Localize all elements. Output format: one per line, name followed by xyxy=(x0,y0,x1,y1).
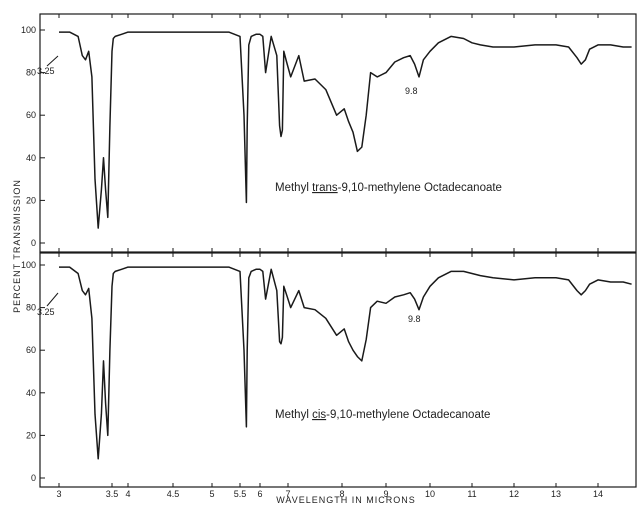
y-tick-label: 40 xyxy=(26,153,36,163)
x-tick-label: 9 xyxy=(383,489,388,499)
x-tick-label: 4 xyxy=(125,489,130,499)
y-tick-label: 60 xyxy=(26,110,36,120)
y-tick-label: 60 xyxy=(26,345,36,355)
x-tick-label: 7 xyxy=(285,489,290,499)
x-tick-label: 11 xyxy=(467,489,476,499)
x-tick-label: 12 xyxy=(509,489,519,499)
spectrum-line xyxy=(59,31,632,229)
peak-annotation: 3.25 xyxy=(37,66,55,76)
x-tick-label: 3.5 xyxy=(106,489,119,499)
x-tick-label: 6 xyxy=(257,489,262,499)
plot-frame xyxy=(39,252,637,488)
spectrum-line xyxy=(59,266,632,460)
cis-spectrum-panel: 0 20 40 60 80 100 3.25 9.8 Methyl cis-9,10-methy… xyxy=(21,252,637,488)
y-tick-label: 0 xyxy=(31,473,36,483)
x-tick-labels: 3 3.5 4 4.5 5 5.5 6 7 8 9 10 11 12 13 14 xyxy=(56,489,603,499)
chart-title: Methyl cis-9,10-methylene Octadecanoate xyxy=(275,409,490,421)
x-axis-label: WAVELENGTH IN MICRONS xyxy=(276,495,416,505)
y-tick-label: 80 xyxy=(26,68,36,78)
x-tick-label: 3 xyxy=(56,489,61,499)
y-tick-label: 20 xyxy=(26,195,36,205)
annotation-pointer xyxy=(46,292,59,307)
x-tick-label: 4.5 xyxy=(167,489,180,499)
peak-annotation: 3.25 xyxy=(37,307,55,317)
y-tick-label: 100 xyxy=(21,260,36,270)
x-tick-label: 13 xyxy=(551,489,561,499)
x-tick-label: 10 xyxy=(425,489,435,499)
annotation-pointer xyxy=(46,55,59,67)
y-tick-label: 0 xyxy=(31,238,36,248)
chart-title: Methyl trans-9,10-methylene Octadecanoat… xyxy=(275,182,502,194)
plot-frame xyxy=(39,13,637,253)
x-tick-label: 5 xyxy=(209,489,214,499)
peak-annotation: 9.8 xyxy=(405,86,418,96)
y-tick-label: 100 xyxy=(21,25,36,35)
peak-annotation: 9.8 xyxy=(408,314,421,324)
trans-spectrum-panel: 0 20 40 60 80 100 3.25 9.8 Methyl trans-9,10-met… xyxy=(21,13,637,253)
y-axis-label: PERCENT TRANSMISSION xyxy=(12,179,22,313)
y-tick-label: 20 xyxy=(26,430,36,440)
x-tick-label: 8 xyxy=(339,489,344,499)
y-tick-label: 40 xyxy=(26,388,36,398)
y-tick-label: 80 xyxy=(26,303,36,313)
x-tick-label: 14 xyxy=(593,489,603,499)
x-tick-label: 5.5 xyxy=(234,489,247,499)
